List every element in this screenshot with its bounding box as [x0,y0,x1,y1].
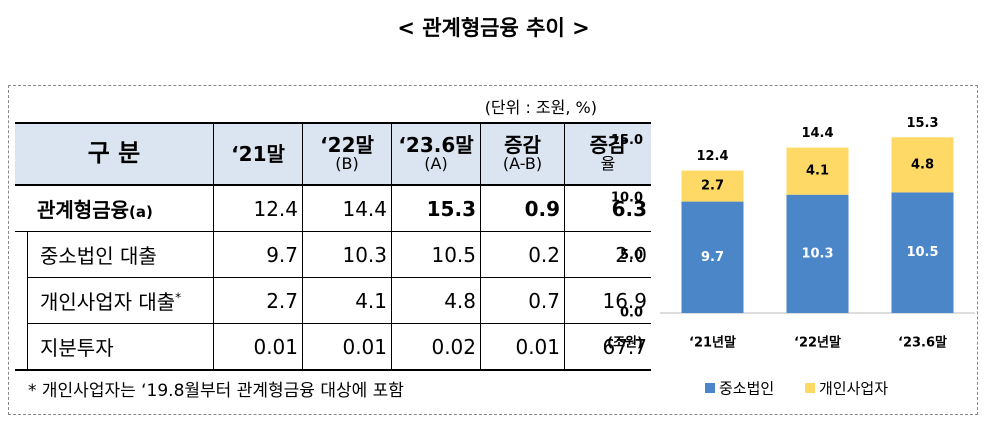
legend-label: 개인사업자 [819,380,888,398]
table-row: 중소법인 대출 9.7 10.3 10.5 0.2 2.0 [15,231,651,278]
total-label: 15.3 [906,116,938,131]
legend-swatch [705,383,715,393]
bar-segment [681,170,744,202]
value-cell: 14.4 [302,184,392,232]
bar-value-label: 2.7 [701,179,724,194]
x-tick-label: ‘21년말 [689,336,736,351]
header-main: ‘23.6말 [398,133,474,158]
value-cell: 0.01 [302,323,392,371]
value-cell: 9.7 [213,231,303,278]
value-cell: 0.9 [480,184,565,232]
header-main: 증감 [589,133,627,158]
header-main: 구 분 [87,139,141,168]
value-cell: 67.7 [564,323,651,371]
row-label: 관계형금융(a) [15,184,214,232]
value-cell: 6.3 [564,184,651,232]
label-text: 중소법인 대출 [40,244,157,268]
bar-segment [786,147,849,195]
y-tick-label: 0.0 [620,306,643,321]
bar-segment [891,192,954,313]
bar-segment [891,137,954,193]
table: 구 분 ‘21말 ‘22말 (B) ‘23.6말 (A) 증감 (A-B) 증감 율 관계형금융(… [15,122,651,371]
header-main: ‘22말 [320,133,374,158]
bar-value-label: 9.7 [701,250,724,265]
value-cell: 4.8 [391,277,481,324]
legend-label: 중소법인 [719,380,774,398]
row-label: 중소법인 대출 [27,231,214,278]
header-sub: (A) [424,154,448,174]
row-label: 지분투자 [27,323,214,371]
label-suffix: (a) [129,203,153,221]
header-cell: ‘23.6말 (A) [391,122,481,186]
x-tick-label: ‘22년말 [794,336,841,351]
label-text: 지분투자 [40,336,114,360]
bar-value-label: 10.3 [801,246,833,261]
header-main: 증감 [504,133,541,158]
value-cell: 0.02 [391,323,481,371]
value-cell: 0.01 [213,323,303,371]
value-cell: 16.9 [564,277,651,324]
value-cell: 0.01 [480,323,565,371]
legend-swatch [805,383,815,393]
frame [8,85,978,415]
value-cell: 2.7 [213,277,303,324]
label-text: 개인사업자 대출 [40,290,176,314]
header-cell: ‘21말 [213,122,303,186]
chart: 0.0 5.0 10.0 15.0 (조원) ‘21년말 9.7 2.7 12.4 ‘22년말 10… [607,116,975,398]
header-cell: ‘22말 (B) [302,122,392,186]
footnote: * 개인사업자는 ‘19.8월부터 관계형금융 대상에 포함 [28,381,404,401]
value-cell: 12.4 [213,184,303,232]
header-main: ‘21말 [231,141,285,166]
header-sub: (A-B) [502,154,543,174]
total-label: 14.4 [801,126,833,141]
bar-value-label: 10.5 [906,245,938,260]
value-cell: 2.0 [564,231,651,278]
header-row: 구 분 ‘21말 ‘22말 (B) ‘23.6말 (A) 증감 (A-B) 증감 율 [15,122,651,186]
bar-value-label: 4.8 [911,157,934,172]
y-tick-label: 15.0 [611,133,643,148]
row-label: 개인사업자 대출* [27,277,214,324]
y-tick-label: 5.0 [620,248,643,263]
unit: (단위 : 조원, %) [484,98,597,117]
value-cell: 0.7 [480,277,565,324]
table-row: 지분투자 0.01 0.01 0.02 0.01 67.7 [15,323,651,371]
indent [15,323,28,371]
header-cell: 구 분 [15,122,214,186]
label-text: 관계형금융 [37,198,129,222]
header-cell: 증감 (A-B) [480,122,565,186]
table-row: 관계형금융(a) 12.4 14.4 15.3 0.9 6.3 [15,184,651,232]
y-tick-label: 10.0 [611,191,643,206]
header-cell: 증감 율 [564,122,651,186]
value-cell: 0.2 [480,231,565,278]
value-cell: 10.3 [302,231,392,278]
header-sub: (B) [335,154,359,174]
indent [15,231,28,278]
value-cell: 4.1 [302,277,392,324]
value-cell: 15.3 [391,184,481,232]
y-unit: (조원) [607,336,643,351]
indent [15,277,28,324]
x-tick-label: ‘23.6말 [898,336,947,351]
header-sub: 율 [600,154,616,174]
value-cell: 10.5 [391,231,481,278]
table-row: 개인사업자 대출* 2.7 4.1 4.8 0.7 16.9 [15,277,651,324]
total-label: 12.4 [696,149,728,164]
bar-segment [786,194,849,313]
bar-segment [681,201,744,313]
label-mark: * [175,290,182,305]
title: < 관계형금융 추이 > [397,16,590,40]
bar-value-label: 4.1 [806,164,829,179]
